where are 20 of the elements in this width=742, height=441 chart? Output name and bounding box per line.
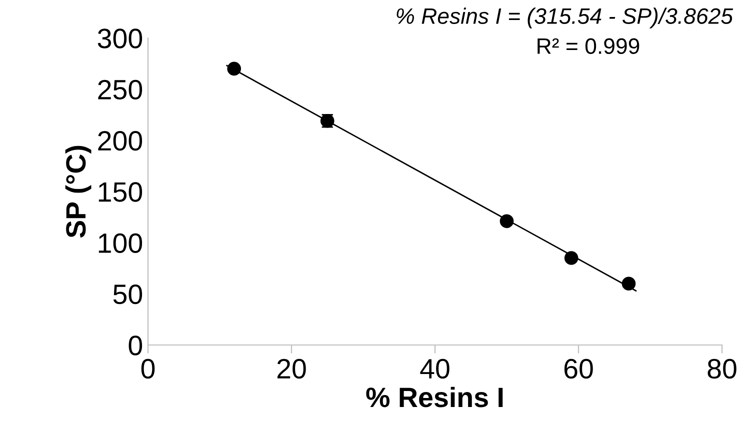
y-tick-label: 100 xyxy=(98,233,142,254)
x-tick-label: 60 xyxy=(564,358,593,379)
y-tick-label: 300 xyxy=(98,28,142,48)
x-tick-label: 0 xyxy=(141,358,155,379)
x-tick-label: 80 xyxy=(708,358,736,379)
point xyxy=(564,251,578,265)
y-tick-label: 50 xyxy=(113,284,142,304)
text: % Resins I = (315.54 - SP)/3.8625 xyxy=(396,8,734,28)
y-tick-label: 0 xyxy=(128,336,142,356)
x-axis-title: % Resins I xyxy=(366,386,503,408)
point xyxy=(227,62,242,76)
point xyxy=(622,276,636,291)
annotation: R² = 0.999 xyxy=(538,38,640,54)
y-tick-label: 150 xyxy=(98,182,142,202)
point xyxy=(500,214,514,228)
y-tick-label: 250 xyxy=(98,80,142,100)
y-axis-title: SP (°C) xyxy=(65,146,92,238)
x-tick-label: 20 xyxy=(277,358,306,379)
y-tick-label: 200 xyxy=(98,131,142,151)
x-tick-label: 40 xyxy=(420,358,450,379)
